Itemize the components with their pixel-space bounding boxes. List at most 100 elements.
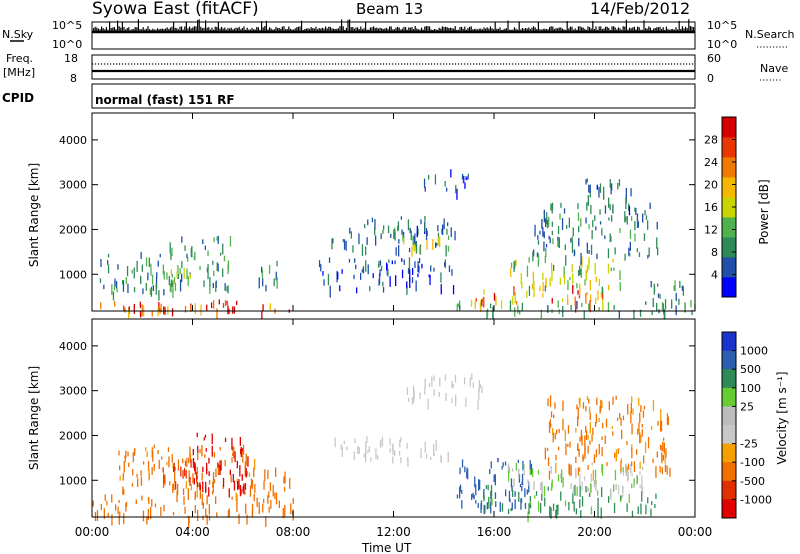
data-cell — [379, 439, 382, 448]
data-cell — [115, 281, 118, 289]
data-cell — [562, 418, 564, 431]
data-cell — [609, 179, 611, 188]
data-cell — [664, 299, 667, 310]
data-cell — [239, 465, 241, 477]
noise-bar — [385, 27, 387, 33]
data-cell — [578, 448, 580, 457]
data-cell — [151, 310, 153, 317]
data-cell — [189, 453, 192, 463]
data-cell — [211, 491, 214, 495]
data-cell — [369, 286, 371, 292]
noise-bar — [363, 28, 365, 33]
noise-bar — [269, 27, 271, 33]
noise-bar — [312, 28, 314, 33]
noise-bar — [505, 28, 507, 33]
data-cell — [586, 242, 588, 254]
data-cell — [557, 504, 559, 512]
noise-bar — [190, 28, 192, 33]
data-cell — [557, 300, 559, 308]
data-cell — [612, 396, 614, 405]
data-cell — [479, 479, 481, 490]
data-cell — [437, 237, 440, 246]
data-cell — [599, 221, 602, 225]
data-cell — [181, 236, 183, 243]
data-cell — [478, 479, 480, 491]
data-cell — [550, 466, 552, 474]
data-cell — [632, 408, 634, 415]
noise-bar — [347, 19, 349, 33]
noise-bar — [675, 27, 677, 33]
data-cell — [184, 506, 186, 514]
data-cell — [444, 262, 446, 267]
data-cell — [560, 202, 562, 208]
data-cell — [643, 405, 646, 410]
data-cell — [204, 454, 206, 458]
data-cell — [547, 398, 549, 407]
data-cell — [181, 273, 183, 283]
data-cell — [541, 225, 543, 229]
noise-bar — [689, 26, 691, 33]
data-cell — [224, 300, 227, 307]
data-cell — [157, 260, 159, 267]
data-cell — [517, 459, 519, 463]
data-cell — [417, 261, 419, 266]
data-cell — [499, 501, 501, 512]
data-cell — [534, 495, 536, 499]
nave-label: Nave — [760, 62, 788, 75]
data-cell — [549, 506, 551, 517]
data-cell — [376, 455, 379, 460]
noise-bar — [157, 28, 159, 33]
noise-bar — [425, 26, 427, 33]
data-cell — [380, 233, 382, 240]
data-cell — [557, 240, 559, 248]
data-cell — [158, 290, 160, 301]
data-cell — [588, 398, 590, 404]
noise-bar — [277, 27, 279, 33]
noise-bar — [235, 27, 237, 33]
noise-bar — [409, 27, 411, 33]
data-cell — [136, 474, 138, 478]
data-cell — [231, 496, 233, 500]
data-cell — [559, 213, 561, 220]
noise-bar — [310, 27, 312, 33]
noise-bar — [486, 27, 488, 33]
data-cell — [397, 225, 399, 232]
noise-bar — [448, 28, 450, 33]
noise-bar — [211, 27, 213, 33]
data-cell — [227, 260, 230, 271]
data-cell — [542, 272, 544, 281]
noise-bar — [142, 27, 144, 33]
data-cell — [146, 516, 148, 525]
power-colorbar-segment — [722, 177, 736, 198]
data-cell — [162, 264, 164, 275]
data-cell — [438, 391, 440, 397]
data-cell — [245, 467, 247, 478]
noise-bar — [237, 28, 239, 33]
data-cell — [239, 437, 241, 446]
velocity-colorbar-tick-label: 100 — [740, 382, 761, 395]
data-cell — [490, 501, 492, 514]
data-cell — [541, 481, 543, 494]
data-cell — [635, 208, 637, 215]
noise-bar — [550, 26, 552, 33]
data-cell — [584, 446, 586, 459]
data-cell — [209, 284, 211, 294]
noise-bar — [469, 26, 471, 33]
data-cell — [420, 448, 422, 459]
y-tick-label: 2000 — [59, 429, 87, 442]
noise-bar — [165, 28, 167, 33]
data-cell — [370, 457, 372, 462]
data-cell — [464, 377, 466, 385]
data-cell — [187, 488, 189, 500]
data-cell — [554, 402, 556, 409]
noise-bar — [483, 27, 485, 33]
data-cell — [682, 286, 684, 296]
data-cell — [565, 443, 567, 455]
data-cell — [631, 216, 633, 221]
data-cell — [216, 512, 218, 518]
data-cell — [448, 265, 451, 273]
velocity-y-axis-label: Slant Range [km] — [27, 366, 41, 470]
data-cell — [169, 283, 171, 292]
data-cell — [250, 478, 253, 488]
